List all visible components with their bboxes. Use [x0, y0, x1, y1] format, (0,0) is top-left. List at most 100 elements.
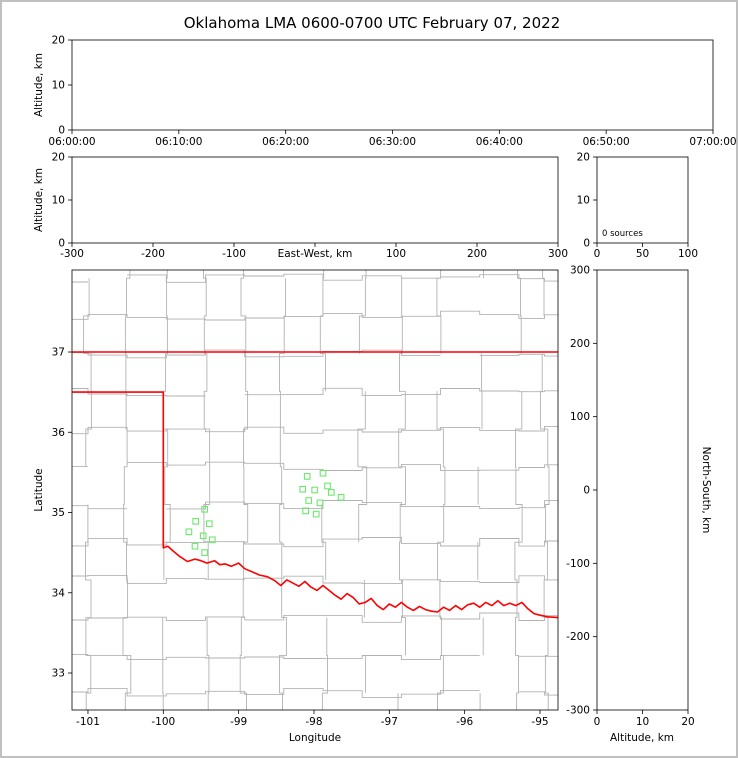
panel-frame-E [596, 269, 689, 711]
county-line [477, 270, 484, 710]
alt-tick-label: 10 [636, 716, 649, 728]
lon-tick-label: -99 [230, 716, 247, 728]
lma-station-marker [208, 536, 216, 544]
ew-tick-label: -300 [60, 248, 84, 260]
time-tick-label: 06:20:00 [262, 136, 309, 148]
county-line [397, 278, 406, 710]
county-line [72, 500, 558, 510]
ns-tick-label: 200 [570, 338, 590, 350]
county-line [72, 461, 558, 472]
lma-station-marker [199, 532, 207, 540]
county-line [203, 270, 211, 710]
lma-station-marker [185, 528, 193, 536]
altitude-tick-label: 0 [58, 238, 65, 250]
panel-frame-A [71, 39, 714, 131]
map-clip-group [72, 270, 558, 710]
ns-tick-label: -200 [566, 631, 590, 643]
alt-tick-label: 0 [594, 716, 601, 728]
time-tick-label: 06:00:00 [48, 136, 95, 148]
lma-station-marker [205, 520, 213, 528]
time-tick-label: 06:40:00 [476, 136, 523, 148]
county-line [122, 270, 132, 710]
county-line [72, 612, 558, 623]
county-line [72, 349, 558, 359]
county-line [436, 270, 446, 710]
ew-tick-label: 100 [386, 248, 406, 260]
county-line [239, 270, 249, 710]
lma-station-marker [302, 507, 310, 515]
lma-station-marker [319, 469, 327, 477]
lma-station-marker [299, 485, 307, 493]
lma-station-marker [311, 486, 319, 494]
ns-panel-right-label: North-South, km [700, 447, 712, 534]
lat-tick-label: 35 [52, 507, 65, 519]
altitude-tick-label: 10 [52, 80, 65, 92]
lat-tick-label: 34 [52, 587, 66, 599]
lon-tick-label: -100 [151, 716, 175, 728]
map-ylabel: Latitude [33, 468, 45, 511]
time-panel-ylabel: Altitude, km [33, 53, 45, 117]
panel-frame-M [71, 269, 559, 711]
lma-station-marker [201, 549, 209, 556]
county-line [72, 574, 558, 585]
county-line [540, 270, 550, 710]
county-line [319, 270, 328, 710]
lma-station-marker [201, 505, 209, 513]
hist-tick-label: 100 [678, 248, 698, 260]
ew-tick-label: 300 [548, 248, 568, 260]
lat-tick-label: 37 [52, 347, 65, 359]
ew-tick-label: 200 [467, 248, 487, 260]
altitude-tick-label: 10 [52, 195, 65, 207]
alt-tick-label: 20 [681, 716, 694, 728]
ew-panel-xlabel: East-West, km [278, 248, 353, 260]
county-line [83, 278, 92, 710]
lma-station-marker [324, 482, 331, 490]
county-line [72, 653, 558, 660]
lma-station-marker [305, 497, 313, 504]
lma-station-marker [191, 542, 199, 550]
county-line [72, 387, 558, 397]
county-line [72, 310, 558, 321]
time-tick-label: 06:50:00 [583, 136, 630, 148]
lon-tick-label: -97 [381, 716, 398, 728]
lma-station-marker [303, 473, 311, 480]
county-line [279, 278, 287, 710]
figure-title: Oklahoma LMA 0600-0700 UTC February 07, … [184, 14, 561, 32]
county-line [72, 687, 558, 699]
time-tick-label: 06:10:00 [155, 136, 202, 148]
ns-tick-label: 0 [583, 485, 590, 497]
ns-tick-label: 100 [570, 411, 590, 423]
lat-tick-label: 33 [52, 668, 65, 680]
state-border [72, 351, 558, 619]
ns-panel-xlabel: Altitude, km [610, 732, 674, 744]
ew-tick-label: -200 [141, 248, 165, 260]
county-line [72, 425, 558, 435]
lma-station-marker [316, 499, 324, 507]
lma-station-marker [327, 489, 335, 496]
county-line [72, 537, 558, 548]
lon-tick-label: -98 [305, 716, 322, 728]
lma-station-marker [312, 510, 320, 518]
state-border-panhandle_and_red_river [72, 391, 558, 619]
map-content-layer [72, 270, 558, 710]
lon-tick-label: -95 [531, 716, 548, 728]
county-line [514, 270, 523, 710]
hist-tick-label: 0 [594, 248, 601, 260]
altitude-tick-label: 0 [583, 238, 590, 250]
ew-tick-label: -100 [222, 248, 246, 260]
altitude-tick-label: 0 [58, 125, 65, 137]
lma-station-marker [337, 493, 345, 501]
hist-tick-label: 50 [636, 248, 649, 260]
time-tick-label: 07:00:00 [689, 136, 736, 148]
time-tick-label: 06:30:00 [369, 136, 416, 148]
county-boundaries [72, 270, 558, 710]
altitude-tick-label: 20 [577, 152, 590, 164]
map-xlabel: Longitude [289, 732, 341, 744]
ns-tick-label: 300 [570, 265, 590, 277]
county-line [72, 273, 558, 283]
lma-stations [185, 469, 345, 556]
altitude-tick-label: 10 [577, 195, 590, 207]
histogram-sources-count: 0 sources [602, 229, 643, 239]
